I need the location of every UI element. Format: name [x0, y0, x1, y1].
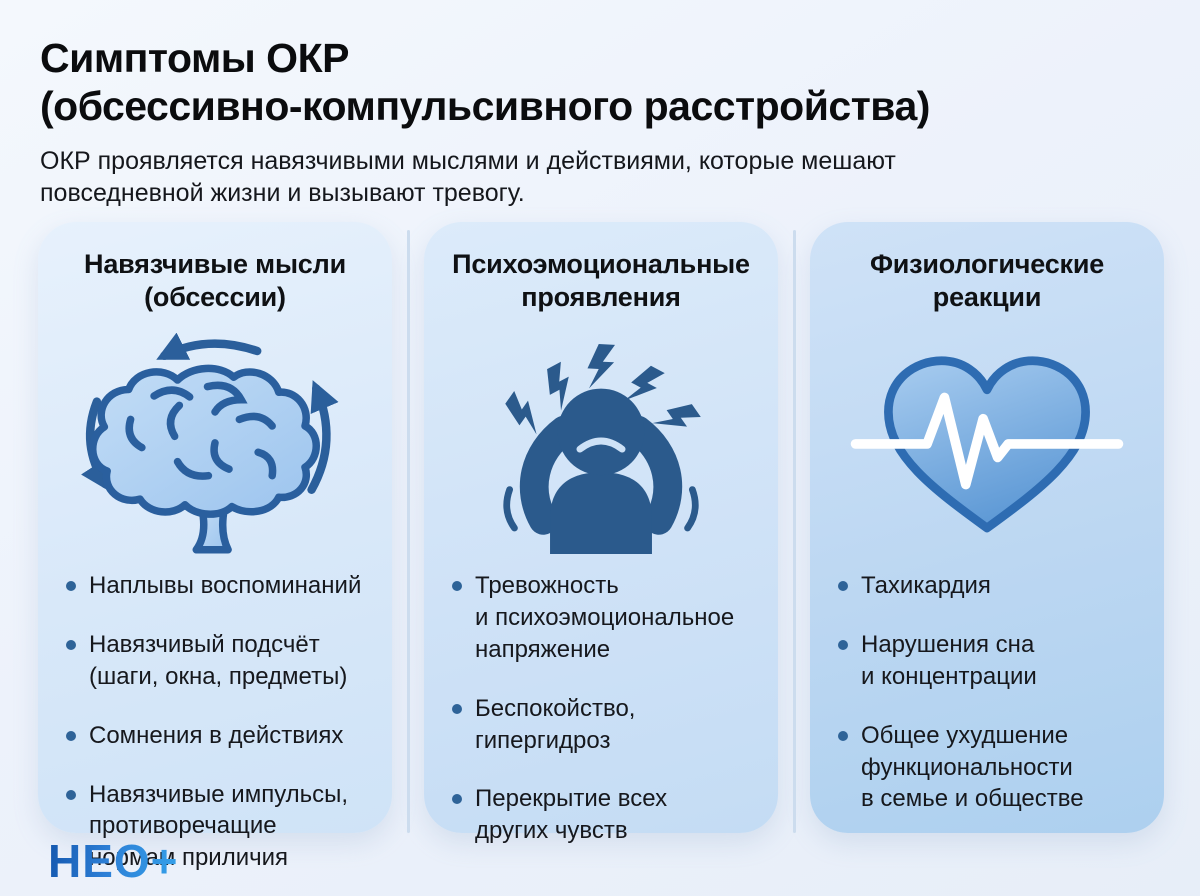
list-item: Тревожность и психоэмоциональное напряже… — [452, 570, 754, 666]
card-title: Физиологические реакции — [869, 249, 1105, 312]
card-physiological: Физиологические реакции Тахикардия Наруш… — [810, 222, 1164, 833]
list-item: Нарушения сна и концентрации — [838, 629, 1140, 693]
card-psycho-emotional: Психоэмоциональные проявления — [424, 222, 778, 844]
neo-plus-logo: НЕО+ — [48, 835, 179, 887]
card-title: Навязчивые мысли (обсессии) — [84, 249, 346, 312]
card-divider — [793, 230, 796, 833]
card-obsessive-thoughts: Навязчивые мысли (обсессии) — [38, 222, 392, 871]
bullet-dot — [838, 639, 848, 650]
bullet-dot — [838, 730, 848, 741]
bullet-list: Наплывы воспоминаний Навязчивый подсчёт … — [62, 570, 368, 874]
bullet-list: Тахикардия Нарушения сна и концентрации … — [834, 570, 1140, 815]
bullet-dot — [452, 794, 462, 805]
list-item: Перекрытие всех других чувств — [452, 783, 754, 847]
bullet-dot — [838, 580, 848, 591]
brain-cycle-icon — [62, 322, 368, 560]
list-item: Навязчивый подсчёт (шаги, окна, предметы… — [66, 629, 368, 693]
list-item: Сомнения в действиях — [66, 720, 368, 752]
stressed-person-icon — [448, 322, 754, 560]
page-subtitle: ОКР проявляется навязчивыми мыслями и де… — [40, 146, 896, 208]
header: Симптомы ОКР (обсессивно-компульсивного … — [0, 0, 1200, 210]
bullet-dot — [66, 789, 76, 800]
bullet-dot — [66, 580, 76, 591]
list-item: Тахикардия — [838, 570, 1140, 602]
list-item: Беспокойство, гипергидроз — [452, 693, 754, 757]
symptom-cards: Навязчивые мысли (обсессии) — [38, 222, 1164, 871]
card-divider — [407, 230, 410, 833]
list-item: Наплывы воспоминаний — [66, 570, 368, 602]
card-title: Психоэмоциональные проявления — [452, 249, 750, 312]
bullet-dot — [66, 730, 76, 741]
heart-pulse-icon — [834, 322, 1140, 560]
page-title: Симптомы ОКР (обсессивно-компульсивного … — [40, 35, 930, 130]
bullet-dot — [66, 639, 76, 650]
bullet-list: Тревожность и психоэмоциональное напряже… — [448, 570, 754, 847]
list-item: Общее ухудшение функциональности в семье… — [838, 720, 1140, 816]
bullet-dot — [452, 703, 462, 714]
list-item: Навязчивые импульсы, противоречащие норм… — [66, 779, 368, 875]
bullet-dot — [452, 580, 462, 591]
